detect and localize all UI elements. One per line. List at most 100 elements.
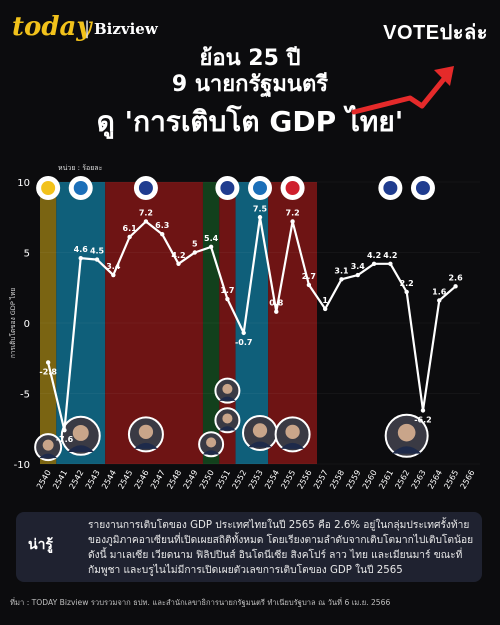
portrait-head <box>222 383 233 394</box>
face-pm-6 <box>214 407 241 434</box>
data-point <box>420 408 426 413</box>
party-logo-5 <box>280 176 305 200</box>
portrait-head <box>138 424 154 439</box>
party-logo-mark <box>253 181 267 195</box>
data-label: 4.5 <box>90 247 105 256</box>
data-point <box>339 277 344 282</box>
data-point <box>257 215 263 220</box>
data-label: 1.7 <box>220 286 234 295</box>
x-tick-label: 2559 <box>345 469 363 491</box>
y-tick-label: 0 <box>24 319 30 330</box>
x-tick-label: 2563 <box>410 469 428 491</box>
x-tick-label: 2565 <box>442 469 460 491</box>
portrait-head <box>252 423 268 438</box>
gdp-line <box>47 216 457 432</box>
y-tick-label: 10 <box>17 178 30 189</box>
portrait-body <box>39 453 58 459</box>
y-tick-label: -10 <box>14 460 30 471</box>
x-tick-label: 2554 <box>263 469 281 491</box>
data-label: 5.4 <box>204 234 219 243</box>
data-label: 7.5 <box>253 204 268 213</box>
x-tick-label: 2548 <box>165 469 183 491</box>
vote-logo: VOTEปะล่ะ <box>383 22 488 44</box>
data-point <box>290 219 295 224</box>
portrait-head <box>222 413 233 424</box>
data-point <box>241 330 246 336</box>
y-tick-label: 5 <box>24 249 30 260</box>
face-pm-9 <box>384 413 429 458</box>
data-label: 3.4 <box>106 262 121 271</box>
data-point <box>94 257 100 262</box>
x-tick-label: 2541 <box>51 469 69 491</box>
portrait-body <box>248 441 272 448</box>
portrait-head <box>42 439 54 451</box>
party-logo-mark <box>415 181 430 195</box>
face-pm-7 <box>242 414 278 451</box>
data-label: 2.7 <box>302 272 316 281</box>
x-tick-label: 2552 <box>230 469 248 491</box>
data-label: 6.3 <box>155 221 169 230</box>
portrait-head <box>397 423 416 442</box>
unit-label: หน่วย : ร้อยละ <box>58 164 103 172</box>
data-label: 4.6 <box>74 245 89 254</box>
party-logo-mark <box>383 181 398 195</box>
source-note: ที่มา : TODAY Bizview รวบรวมจาก ธปท. และ… <box>10 598 391 607</box>
data-label: 7.2 <box>286 208 300 217</box>
trend-arrow-icon <box>351 66 454 115</box>
data-point <box>322 306 328 312</box>
data-label: 1 <box>322 296 328 305</box>
face-pm-8 <box>274 416 311 453</box>
portrait-body <box>219 426 236 431</box>
portrait-body <box>202 450 220 455</box>
x-tick-label: 2555 <box>279 469 297 491</box>
data-point <box>111 272 116 278</box>
title-line-1: ย้อน 25 ปี <box>199 46 301 71</box>
brand-separator: | <box>84 18 91 39</box>
x-tick-label: 2544 <box>100 469 118 491</box>
data-label: 4.2 <box>383 251 397 260</box>
data-point <box>371 261 377 266</box>
portrait-body <box>219 396 236 401</box>
data-label: -2.8 <box>39 367 57 376</box>
party-logo-1 <box>68 176 93 200</box>
data-point <box>78 255 83 261</box>
data-label: -6.2 <box>414 415 432 424</box>
portrait-head <box>72 424 89 441</box>
data-label: 3.1 <box>334 266 349 275</box>
x-tick-label: 2558 <box>328 469 346 491</box>
x-tick-label: 2547 <box>149 469 167 491</box>
x-tick-label: 2542 <box>67 469 85 491</box>
data-point <box>127 234 132 240</box>
portrait-body <box>134 442 158 449</box>
x-tick-label: 2550 <box>198 469 216 491</box>
info-box: น่ารู้ รายงานการเติบโตของ GDP ประเทศไทยใ… <box>16 512 482 582</box>
portrait-head <box>206 437 217 448</box>
data-label: -7.6 <box>56 435 74 444</box>
portrait-body <box>391 446 422 454</box>
header: today | Bizview VOTEปะล่ะ ย้อน 25 ปี 9 น… <box>0 0 500 160</box>
party-logo-7 <box>410 176 435 200</box>
party-logo-mark <box>73 181 88 195</box>
data-label: 4.2 <box>171 251 185 260</box>
data-label: 5 <box>192 240 198 249</box>
today-logo: today <box>12 12 92 42</box>
gdp-chart: 10 5 0 -5 -10 หน่วย : ร้อยละ การเติบโตของ GDP … <box>0 160 500 500</box>
info-tag: น่ารู้ <box>28 537 53 553</box>
x-tick-label: 2540 <box>35 469 53 491</box>
party-logo-3 <box>215 176 240 200</box>
data-label: 6.1 <box>123 224 138 233</box>
face-pm-5 <box>214 377 241 404</box>
data-point <box>192 250 198 255</box>
data-point <box>143 219 149 224</box>
x-tick-label: 2564 <box>426 469 444 491</box>
party-logo-mark <box>41 181 56 195</box>
data-point <box>274 309 279 314</box>
x-tick-label: 2549 <box>182 469 200 491</box>
data-point <box>176 261 181 266</box>
y-tick-label: -5 <box>20 390 30 401</box>
data-point <box>45 360 51 365</box>
face-pm-3 <box>127 416 164 453</box>
x-tick-label: 2546 <box>133 469 151 491</box>
data-label: 0.8 <box>269 299 284 308</box>
party-logo-2 <box>133 176 158 200</box>
